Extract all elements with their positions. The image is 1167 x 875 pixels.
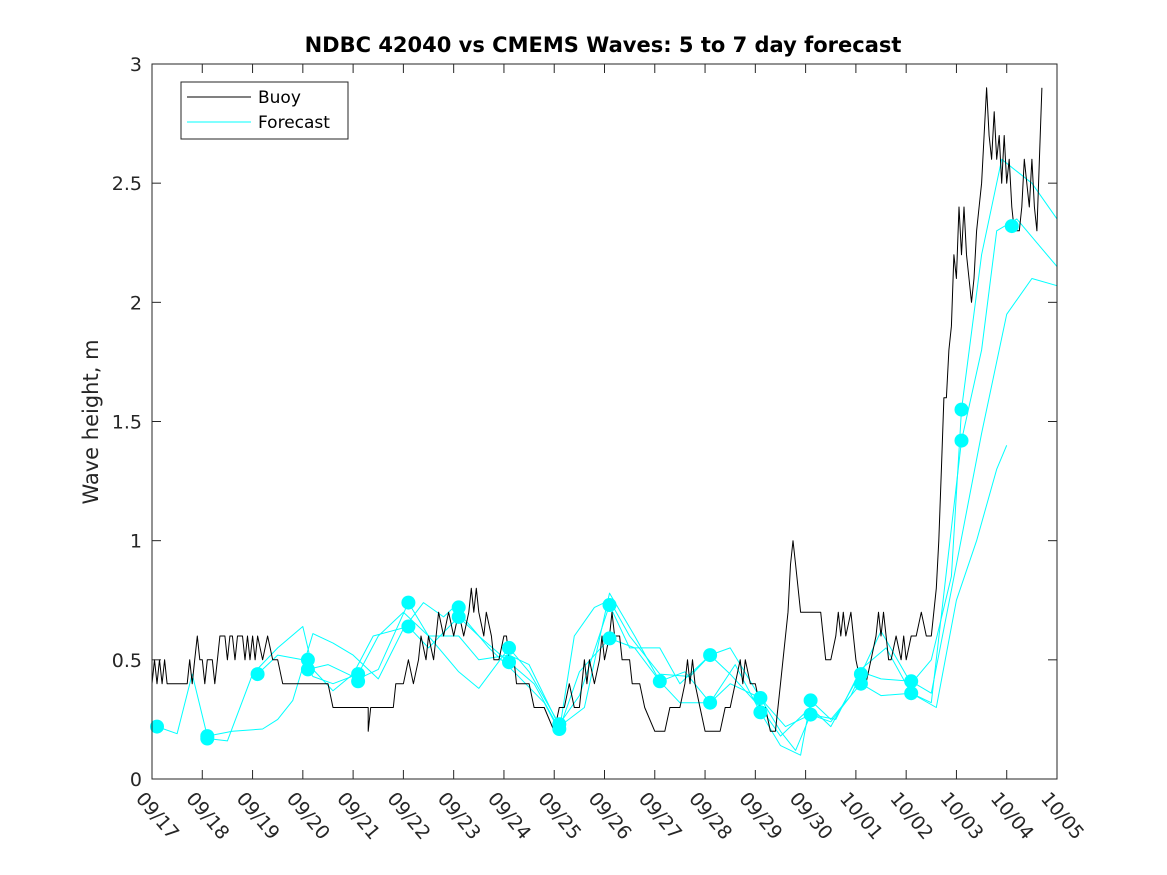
forecast-marker-9 xyxy=(401,595,416,610)
y-tick-label: 2.5 xyxy=(112,173,142,195)
forecast-marker-19 xyxy=(703,695,718,710)
legend: Buoy Forecast xyxy=(180,81,349,140)
legend-label-buoy: Buoy xyxy=(258,88,301,108)
forecast-marker-20 xyxy=(703,648,718,663)
plot-area xyxy=(150,87,1058,756)
forecast-marker-23 xyxy=(803,707,818,722)
forecast-marker-3 xyxy=(250,667,265,682)
y-tick-label: 0 xyxy=(130,769,142,791)
forecast-marker-11 xyxy=(451,600,466,615)
y-tick-label: 3 xyxy=(130,54,142,76)
forecast-marker-30 xyxy=(954,402,969,417)
forecast-marker-0 xyxy=(150,719,164,734)
forecast-marker-5 xyxy=(300,652,315,667)
forecast-marker-24 xyxy=(803,693,818,708)
legend-label-forecast: Forecast xyxy=(258,113,330,133)
forecast-marker-15 xyxy=(552,717,567,732)
y-tick-label: 1.5 xyxy=(112,412,142,434)
forecast-marker-22 xyxy=(753,691,768,705)
y-tick-label: 0.5 xyxy=(112,650,142,672)
chart-title: NDBC 42040 vs CMEMS Waves: 5 to 7 day fo… xyxy=(305,33,902,57)
series-line-forecast-3 xyxy=(257,278,1058,737)
series-line-buoy-0 xyxy=(151,87,1043,732)
forecast-marker-27 xyxy=(904,686,919,701)
forecast-marker-21 xyxy=(753,705,768,720)
y-tick-label: 1 xyxy=(130,531,142,553)
forecast-marker-8 xyxy=(401,619,416,634)
forecast-marker-17 xyxy=(602,598,617,612)
forecast-marker-4 xyxy=(300,662,315,677)
forecast-marker-25 xyxy=(853,676,868,691)
forecast-marker-18 xyxy=(652,674,667,689)
y-axis-label: Wave height, m xyxy=(79,339,103,504)
forecast-marker-26 xyxy=(853,667,868,682)
series-line-forecast-2 xyxy=(207,218,1058,756)
forecast-marker-28 xyxy=(904,674,919,689)
forecast-marker-7 xyxy=(351,667,366,682)
forecast-marker-13 xyxy=(502,640,516,655)
forecast-marker-12 xyxy=(502,655,516,670)
forecast-marker-2 xyxy=(200,729,215,744)
forecast-marker-31 xyxy=(1004,219,1019,234)
legend-box xyxy=(180,81,349,140)
y-tick-label: 2 xyxy=(130,292,142,314)
forecast-marker-29 xyxy=(954,433,969,448)
forecast-marker-16 xyxy=(602,631,617,646)
